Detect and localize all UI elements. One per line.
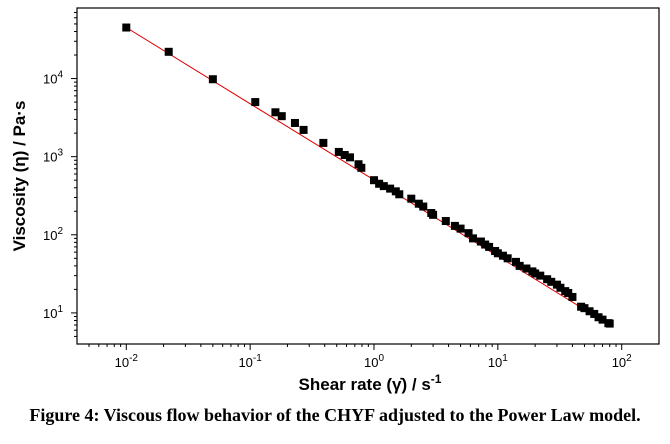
y-tick-label-exponent: 4 [57, 70, 63, 81]
data-point [485, 242, 494, 251]
x-tick-label: 10-2 [115, 353, 139, 370]
power-law-fit [126, 27, 610, 326]
data-point [290, 118, 299, 127]
data-point [319, 138, 328, 147]
data-point [208, 75, 217, 84]
data-point [357, 163, 366, 172]
y-tick-label: 104 [43, 70, 63, 87]
data-point [568, 292, 577, 301]
x-axis-title-exponent: -1 [431, 372, 442, 386]
data-point [340, 151, 349, 160]
data-point [493, 249, 502, 258]
data-point [543, 275, 552, 284]
data-point [515, 261, 524, 270]
y-tick-label: 102 [43, 226, 63, 243]
x-tick-label: 101 [488, 353, 508, 370]
data-point [441, 217, 450, 226]
data-point [456, 224, 465, 233]
data-point [429, 210, 438, 219]
data-point [464, 229, 473, 238]
data-point [345, 153, 354, 162]
data-point [498, 251, 507, 260]
data-point [407, 194, 416, 203]
data-point [251, 98, 260, 107]
x-tick-label-exponent: 1 [502, 353, 508, 364]
data-point [476, 237, 485, 246]
x-tick-label-exponent: -1 [253, 353, 262, 364]
y-tick-label-exponent: 3 [57, 148, 63, 159]
data-point [522, 264, 531, 273]
data-point [271, 108, 280, 117]
data-point [585, 307, 594, 316]
data-point [598, 315, 607, 324]
y-tick-label: 101 [43, 304, 63, 321]
data-point [164, 47, 173, 56]
x-axis-ticks: 10-2 10-1 100 101 102 [88, 344, 632, 370]
y-tick-label-exponent: 1 [57, 304, 63, 315]
data-point [450, 221, 459, 230]
fit-line [126, 27, 610, 326]
data-point [395, 190, 404, 199]
x-tick-label: 102 [612, 353, 632, 370]
data-point [503, 254, 512, 263]
data-point [605, 319, 614, 328]
y-tick-label-exponent: 2 [57, 226, 63, 237]
x-tick-label-exponent: 0 [378, 353, 384, 364]
data-point [375, 179, 384, 188]
x-axis-title: Shear rate (γ̇) / s-1 [299, 372, 442, 394]
data-point [564, 288, 573, 297]
data-point [299, 125, 308, 134]
data-point [531, 269, 540, 278]
data-point [386, 184, 395, 193]
x-tick-label-exponent: 2 [626, 353, 632, 364]
figure-caption: Figure 4: Viscous flow behavior of the C… [29, 405, 641, 425]
data-point [556, 283, 565, 292]
data-point [590, 309, 599, 318]
x-tick-label: 10-1 [238, 353, 262, 370]
data-point [414, 199, 423, 208]
x-tick-label: 100 [364, 353, 384, 370]
x-tick-label-exponent: -2 [129, 353, 138, 364]
data-points [122, 23, 614, 328]
data-point [536, 271, 545, 280]
data-point [547, 277, 556, 286]
y-tick-label: 103 [43, 148, 63, 165]
data-point [580, 304, 589, 313]
data-point [334, 147, 343, 156]
data-point [379, 182, 388, 191]
y-axis-ticks: 101 102 103 104 [43, 12, 77, 337]
data-point [122, 23, 131, 32]
data-point [469, 234, 478, 243]
data-point [419, 202, 428, 211]
data-point [277, 112, 286, 121]
y-axis-title: Viscosity (η) / Pa·s [10, 101, 29, 252]
data-point [370, 176, 379, 185]
